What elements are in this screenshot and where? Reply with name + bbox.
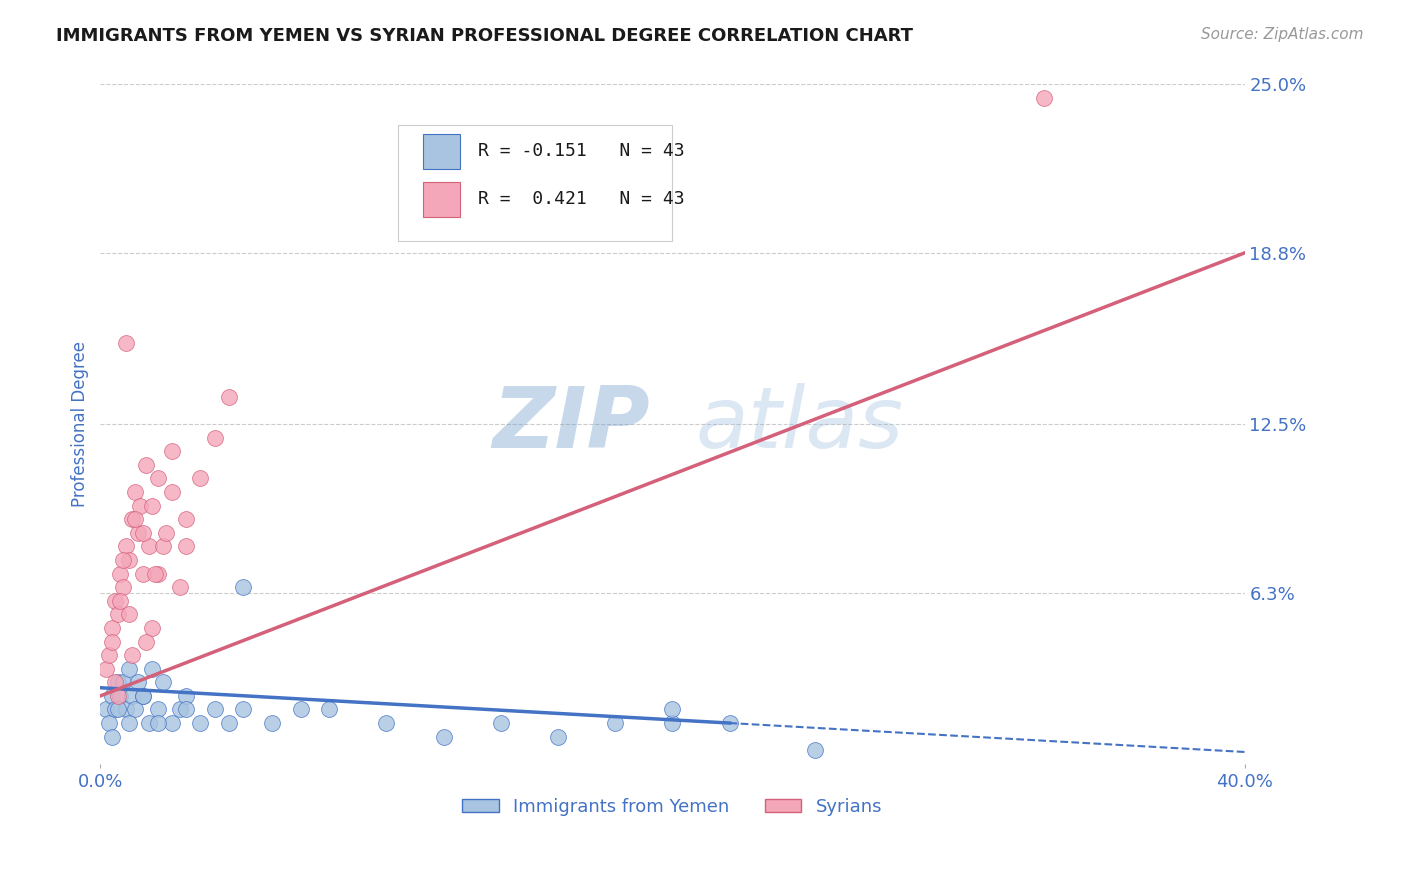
Point: [605, 716, 627, 731]
Point: [138, 540, 160, 554]
Point: [146, 702, 169, 716]
FancyBboxPatch shape: [398, 125, 672, 241]
Point: [115, 702, 138, 716]
Point: [124, 485, 146, 500]
Point: [218, 390, 240, 404]
Point: [115, 540, 138, 554]
Point: [146, 716, 169, 731]
Point: [155, 525, 177, 540]
Point: [94, 702, 117, 716]
Point: [143, 566, 166, 581]
Point: [433, 730, 456, 744]
Point: [101, 730, 124, 744]
Point: [174, 702, 197, 716]
Point: [112, 553, 135, 567]
Point: [135, 458, 157, 472]
Point: [118, 716, 141, 731]
Point: [204, 431, 226, 445]
Point: [218, 716, 240, 731]
Point: [804, 743, 827, 757]
Point: [146, 471, 169, 485]
Point: [661, 702, 683, 716]
Point: [135, 634, 157, 648]
Point: [101, 689, 124, 703]
Point: [124, 512, 146, 526]
Point: [118, 553, 141, 567]
Text: ZIP: ZIP: [492, 383, 650, 466]
Legend: Immigrants from Yemen, Syrians: Immigrants from Yemen, Syrians: [456, 790, 890, 822]
Point: [121, 512, 143, 526]
Point: [121, 648, 143, 662]
FancyBboxPatch shape: [423, 182, 460, 217]
Point: [160, 485, 183, 500]
Point: [101, 621, 124, 635]
Point: [124, 702, 146, 716]
Point: [107, 675, 129, 690]
Point: [375, 716, 398, 731]
Point: [190, 716, 212, 731]
Point: [107, 689, 129, 703]
Point: [1033, 91, 1056, 105]
Point: [132, 689, 155, 703]
Point: [489, 716, 512, 731]
Point: [318, 702, 340, 716]
Point: [101, 634, 124, 648]
Point: [152, 675, 174, 690]
Point: [141, 499, 163, 513]
Point: [160, 444, 183, 458]
Point: [129, 499, 152, 513]
Point: [169, 580, 191, 594]
Point: [112, 580, 135, 594]
Point: [132, 566, 155, 581]
Point: [190, 471, 212, 485]
Point: [290, 702, 312, 716]
Point: [104, 675, 127, 690]
Point: [94, 662, 117, 676]
Point: [107, 607, 129, 622]
Point: [97, 648, 120, 662]
Point: [174, 512, 197, 526]
Point: [141, 662, 163, 676]
Point: [232, 702, 254, 716]
Point: [104, 702, 127, 716]
Point: [232, 580, 254, 594]
Point: [127, 525, 149, 540]
Point: [547, 730, 569, 744]
Point: [110, 566, 132, 581]
Point: [260, 716, 283, 731]
Y-axis label: Professional Degree: Professional Degree: [72, 341, 89, 508]
Point: [718, 716, 741, 731]
Point: [110, 594, 132, 608]
Point: [127, 675, 149, 690]
Text: R = -0.151   N = 43: R = -0.151 N = 43: [478, 142, 685, 160]
Point: [115, 335, 138, 350]
Point: [138, 716, 160, 731]
Point: [160, 716, 183, 731]
Text: Source: ZipAtlas.com: Source: ZipAtlas.com: [1201, 27, 1364, 42]
Text: IMMIGRANTS FROM YEMEN VS SYRIAN PROFESSIONAL DEGREE CORRELATION CHART: IMMIGRANTS FROM YEMEN VS SYRIAN PROFESSI…: [56, 27, 914, 45]
Point: [174, 540, 197, 554]
Point: [132, 689, 155, 703]
FancyBboxPatch shape: [423, 134, 460, 169]
Point: [661, 716, 683, 731]
Point: [121, 689, 143, 703]
Point: [204, 702, 226, 716]
Point: [152, 540, 174, 554]
Point: [118, 607, 141, 622]
Point: [169, 702, 191, 716]
Point: [112, 675, 135, 690]
Point: [132, 525, 155, 540]
Point: [107, 702, 129, 716]
Text: atlas: atlas: [696, 383, 903, 466]
Point: [110, 689, 132, 703]
Point: [146, 566, 169, 581]
Point: [104, 594, 127, 608]
Text: R =  0.421   N = 43: R = 0.421 N = 43: [478, 190, 685, 208]
Point: [174, 689, 197, 703]
Point: [97, 716, 120, 731]
Point: [118, 662, 141, 676]
Point: [141, 621, 163, 635]
